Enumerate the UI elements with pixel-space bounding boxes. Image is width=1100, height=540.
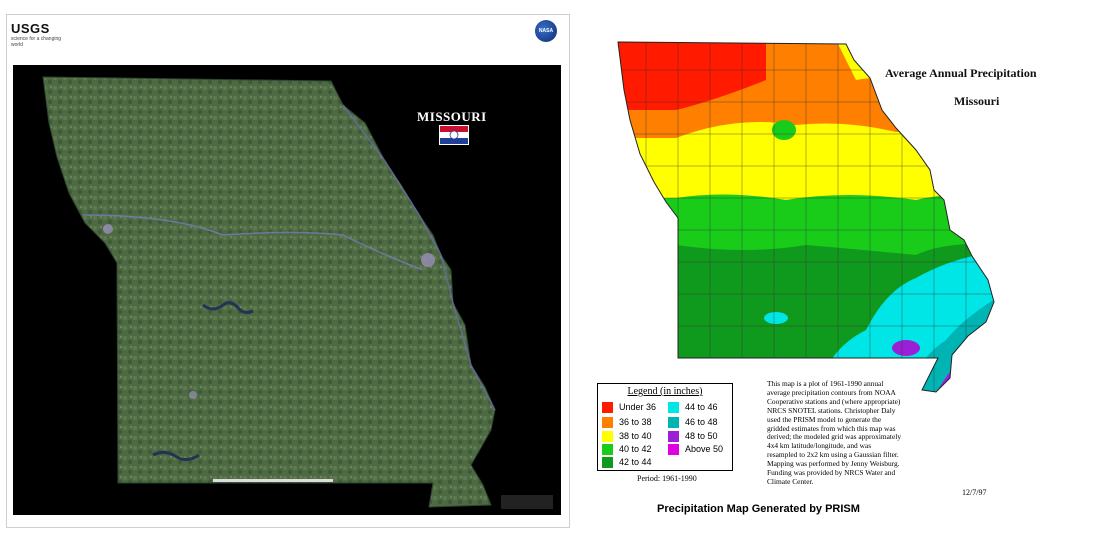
legend-swatch xyxy=(668,430,679,442)
city-springfield xyxy=(189,391,197,399)
county-grid xyxy=(618,42,994,392)
legend-swatch xyxy=(668,416,679,428)
city-st-louis xyxy=(421,253,435,267)
missouri-satellite-shape xyxy=(42,76,496,508)
map-description: This map is a plot of 1961-1990 annual a… xyxy=(767,379,902,486)
satellite-map-title: MISSOURI xyxy=(417,109,487,124)
legend-swatch xyxy=(602,456,613,468)
precipitation-map xyxy=(617,41,995,393)
satellite-image-frame xyxy=(13,65,561,515)
legend-swatch xyxy=(602,430,613,442)
map-date: 12/7/97 xyxy=(962,488,987,497)
legend-label: 40 to 42 xyxy=(619,444,652,454)
zone-48-50-spot xyxy=(892,340,920,356)
zone-under-36 xyxy=(618,42,766,110)
legend-item: 38 to 40 xyxy=(602,430,652,442)
zone-44-46-spot xyxy=(764,312,788,324)
legend: Legend (in inches) Under 36 36 to 38 38 … xyxy=(597,383,733,471)
legend-item: 44 to 46 xyxy=(668,401,718,413)
missouri-flag-icon xyxy=(439,125,469,145)
legend-item: 40 to 42 xyxy=(602,443,652,455)
legend-label: 46 to 48 xyxy=(685,417,718,427)
legend-item: 48 to 50 xyxy=(668,430,718,442)
legend-label: Under 36 xyxy=(619,402,657,412)
missouri-river xyxy=(82,214,424,271)
legend-swatch xyxy=(668,443,679,455)
lake-of-the-ozarks xyxy=(202,301,254,315)
satellite-map xyxy=(42,76,553,509)
scale-bar xyxy=(213,479,333,482)
legend-label: 36 to 38 xyxy=(619,417,652,427)
zone-40-42-spot xyxy=(772,120,796,140)
legend-period: Period: 1961-1990 xyxy=(637,474,697,483)
satellite-poster: USGS science for a changing world NASA xyxy=(6,14,570,528)
legend-item: Above 50 xyxy=(668,443,723,455)
missouri-outline xyxy=(617,41,995,393)
legend-item: 46 to 48 xyxy=(668,416,718,428)
legend-label: 42 to 44 xyxy=(619,457,652,467)
legend-swatch xyxy=(602,416,613,428)
legend-item: 42 to 44 xyxy=(602,456,652,468)
usgs-tagline: science for a changing world xyxy=(11,36,62,48)
usgs-logo-text: USGS xyxy=(11,21,50,36)
precipitation-map-title: Average Annual Precipitation xyxy=(885,66,1037,80)
legend-item: Under 36 xyxy=(602,401,656,413)
legend-label: Above 50 xyxy=(685,444,724,454)
legend-label: 44 to 46 xyxy=(685,402,718,412)
precipitation-map-subtitle: Missouri xyxy=(954,94,1000,108)
legend-label: 48 to 50 xyxy=(685,431,718,441)
table-rock-lake xyxy=(152,450,200,462)
city-kansas-city xyxy=(103,224,113,234)
legend-label: 38 to 40 xyxy=(619,431,652,441)
mississippi-river xyxy=(342,104,496,411)
legend-swatch xyxy=(602,443,613,455)
legend-swatch xyxy=(602,401,613,413)
nasa-logo: NASA xyxy=(535,20,557,42)
legend-item: 36 to 38 xyxy=(602,416,652,428)
map-caption: Precipitation Map Generated by PRISM xyxy=(657,503,860,515)
legend-swatch xyxy=(668,401,679,413)
credit-block xyxy=(501,495,553,509)
usgs-logo: USGS science for a changing world xyxy=(11,21,71,48)
legend-title: Legend (in inches) xyxy=(627,386,703,397)
